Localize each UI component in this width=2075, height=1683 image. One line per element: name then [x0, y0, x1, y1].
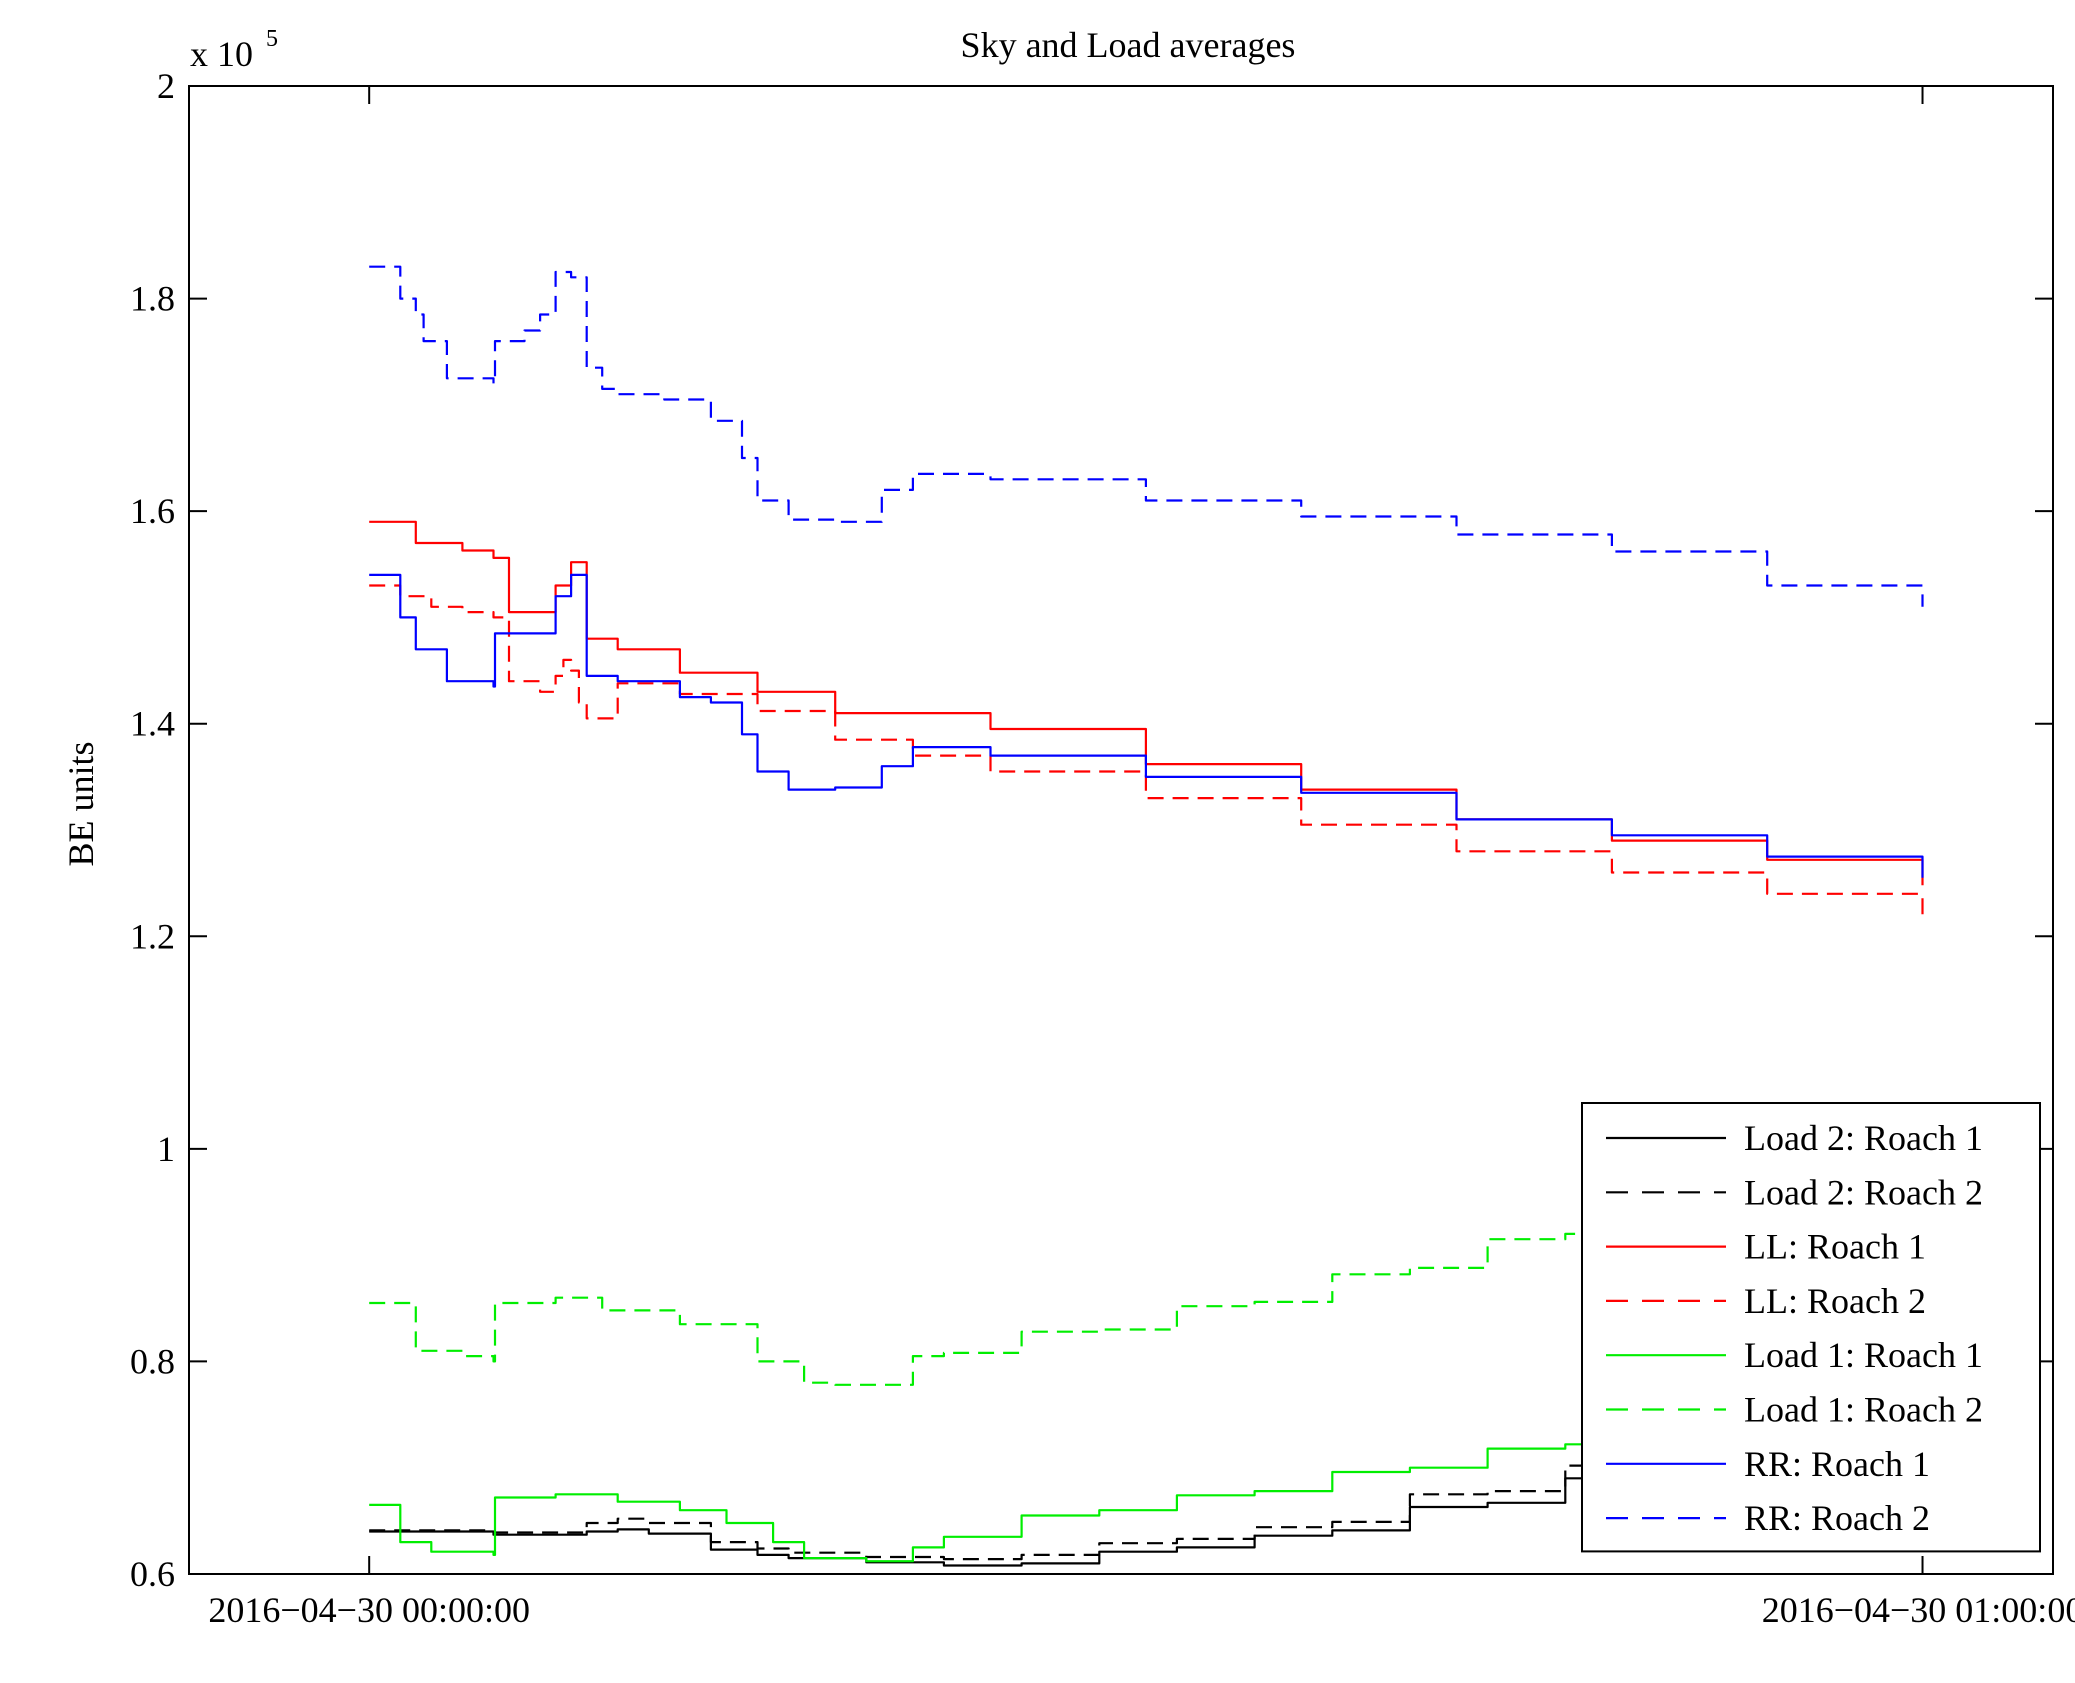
plot-frame [188, 85, 2054, 1575]
series-line-4 [369, 584, 1924, 921]
series-line-7 [369, 573, 1924, 878]
legend: Load 2: Roach 1 Load 2: Roach 2 LL: Roach … [1581, 1102, 2041, 1553]
y-multiplier-exponent: 5 [266, 26, 278, 52]
series-layer [369, 265, 1924, 1567]
y-tick-label: 1 [157, 1129, 175, 1169]
legend-label: Load 2: Roach 2 [1744, 1172, 1983, 1212]
y-tick-label: 1.2 [130, 916, 175, 956]
x-tick-label: 2016−04−30 00:00:00 [208, 1590, 530, 1630]
legend-label: RR: Roach 1 [1744, 1444, 1930, 1484]
y-tick-label: 1.6 [130, 491, 175, 531]
legend-label: Load 1: Roach 2 [1744, 1390, 1983, 1430]
legend-label: RR: Roach 2 [1744, 1498, 1930, 1538]
y-multiplier-label: x 10 [190, 34, 253, 74]
legend-label: Load 2: Roach 1 [1744, 1118, 1983, 1158]
y-tick-label: 1.8 [130, 279, 175, 319]
legend-label: LL: Roach 1 [1744, 1227, 1926, 1267]
ticks-layer: 0.6 0.8 1 1.2 1.4 1.6 1.8 2 2016−04−30 00:00:00 2… [130, 66, 2075, 1630]
y-axis-label: BE units [61, 741, 101, 866]
y-tick-label: 0.8 [130, 1341, 175, 1381]
series-line-8 [369, 265, 1924, 607]
legend-label: LL: Roach 2 [1744, 1281, 1926, 1321]
series-line-2 [369, 1407, 1924, 1561]
y-multiplier: x 10 5 [190, 26, 278, 74]
y-tick-label: 2 [157, 66, 175, 106]
y-tick-label: 1.4 [130, 704, 175, 744]
chart-title: Sky and Load averages [961, 25, 1296, 65]
legend-label: Load 1: Roach 1 [1744, 1335, 1983, 1375]
legend-box [1581, 1102, 2041, 1553]
y-tick-label: 0.6 [130, 1554, 175, 1594]
x-tick-label: 2016−04−30 01:00:00 [1762, 1590, 2075, 1630]
